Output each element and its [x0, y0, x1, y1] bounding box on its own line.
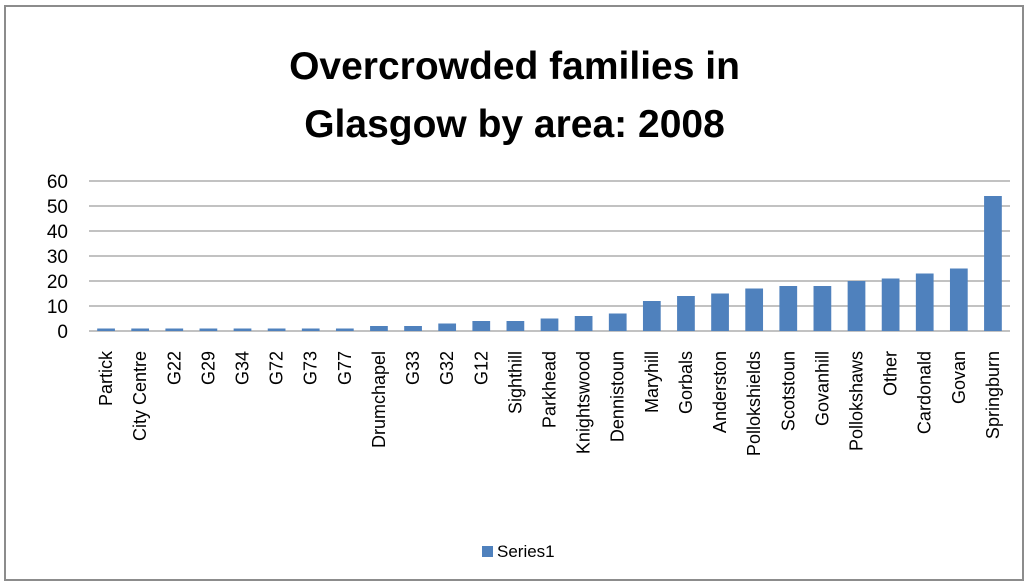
x-category-label: Other	[881, 351, 901, 396]
y-axis-ticks: 0 10 20 30 40 50 60	[47, 172, 68, 343]
x-category-label: Govan	[949, 351, 969, 404]
x-category-label: G34	[233, 351, 253, 385]
bar	[779, 286, 798, 331]
x-category-label: Partick	[96, 350, 116, 406]
x-category-label: Sighthill	[505, 351, 525, 414]
x-category-label: Anderston	[710, 351, 730, 433]
x-category-label: Cardonald	[915, 351, 935, 434]
x-category-label: Drumchapel	[369, 351, 389, 448]
x-category-label: Pollokshields	[744, 351, 764, 456]
bar	[813, 286, 832, 331]
chart-title-line-1: Overcrowded families in	[289, 45, 740, 88]
x-category-label: G33	[403, 351, 423, 385]
bar	[199, 328, 218, 331]
bar	[677, 296, 695, 331]
bar	[233, 328, 252, 331]
chart-title-line-2: Glasgow by area: 2008	[304, 103, 725, 146]
bar	[847, 281, 866, 331]
x-category-label: G73	[301, 351, 321, 385]
bar	[165, 328, 184, 331]
legend-swatch	[482, 546, 493, 557]
bar	[97, 328, 115, 331]
y-tick-label: 20	[47, 272, 68, 293]
x-category-label: Dennistoun	[608, 351, 628, 442]
x-category-label: G77	[335, 351, 355, 385]
x-category-label: Scotstoun	[778, 351, 798, 431]
bar	[642, 301, 661, 331]
bar	[370, 326, 388, 331]
bar	[301, 328, 320, 331]
bar	[267, 328, 286, 331]
y-tick-label: 30	[47, 247, 68, 268]
x-category-label: G29	[198, 351, 218, 385]
chart-title: Overcrowded families in Glasgow by area:…	[0, 38, 1029, 154]
y-tick-label: 40	[47, 222, 68, 243]
bar	[335, 328, 354, 331]
x-category-label: Parkhead	[540, 351, 560, 428]
bar	[131, 328, 150, 331]
x-category-label: Maryhill	[642, 351, 662, 413]
x-category-label: Springburn	[983, 351, 1003, 439]
y-tick-label: 60	[47, 172, 68, 193]
gridlines	[89, 180, 1010, 332]
x-category-label: G12	[471, 351, 491, 385]
bars	[97, 196, 1002, 331]
y-tick-label: 0	[57, 322, 68, 343]
bar	[881, 278, 900, 331]
legend: Series1	[482, 542, 555, 561]
bar	[574, 316, 593, 331]
x-category-label: G72	[267, 351, 287, 385]
bar	[745, 288, 764, 331]
x-category-label: G32	[437, 351, 457, 385]
y-tick-label: 10	[47, 297, 68, 318]
bar	[984, 196, 1002, 331]
x-category-label: Knightswood	[574, 351, 594, 454]
bar	[608, 313, 627, 331]
bar	[915, 273, 934, 331]
bar	[472, 321, 491, 331]
legend-label: Series1	[497, 542, 555, 561]
bar	[949, 268, 968, 331]
x-axis-categories: Partick City Centre G22 G29 G34 G72 G73 G77 Drum…	[96, 350, 1003, 456]
x-category-label: Govanhill	[812, 351, 832, 426]
bar	[711, 293, 729, 331]
x-category-label: City Centre	[130, 351, 150, 441]
x-category-label: Pollokshaws	[847, 351, 867, 451]
x-category-label: G22	[164, 351, 184, 385]
bar	[438, 323, 457, 331]
bar	[404, 326, 422, 331]
y-tick-label: 50	[47, 197, 68, 218]
bar	[506, 321, 525, 331]
bar	[540, 318, 559, 331]
x-category-label: Gorbals	[676, 351, 696, 414]
